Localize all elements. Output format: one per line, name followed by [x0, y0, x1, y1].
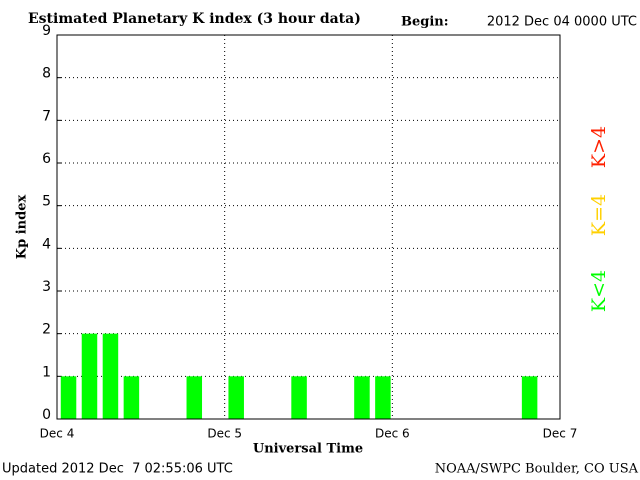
y-tick-label: 4: [42, 236, 51, 252]
x-tick-label: Dec 7: [543, 427, 578, 441]
bar: [354, 376, 370, 419]
x-tick-label: Dec 4: [40, 427, 75, 441]
y-axis-label: Kp index: [15, 195, 30, 260]
begin-label: Begin:: [401, 15, 449, 30]
source: NOAA/SWPC Boulder, CO USA: [435, 462, 639, 477]
begin-date: 2012 Dec 04 0000 UTC: [487, 15, 637, 30]
x-tick-label: Dec 5: [207, 427, 242, 441]
legend-entry: K<4: [588, 270, 610, 312]
updated: Updated 2012 Dec 7 02:55:06 UTC: [2, 462, 233, 477]
legend-entry: K>4: [588, 126, 610, 168]
bar: [521, 376, 538, 419]
bar: [375, 376, 391, 419]
x-tick-label: Dec 6: [375, 427, 410, 441]
y-tick-label: 0: [42, 407, 51, 423]
bar: [123, 376, 140, 419]
bar: [228, 376, 244, 419]
legend-entry: K=4: [588, 194, 610, 236]
bar: [291, 376, 307, 419]
y-tick-label: 7: [42, 108, 51, 124]
bar: [186, 376, 203, 419]
bar: [81, 333, 98, 419]
bar: [102, 333, 119, 419]
y-tick-label: 6: [42, 151, 51, 167]
chart-title: Estimated Planetary K index (3 hour data…: [28, 11, 361, 27]
y-tick-label: 5: [42, 194, 51, 210]
y-tick-label: 8: [42, 66, 51, 82]
y-tick-label: 1: [42, 364, 51, 380]
y-tick-label: 2: [42, 322, 51, 338]
y-tick-label: 9: [42, 23, 51, 39]
plot-frame: [56, 34, 561, 420]
y-tick-label: 3: [42, 279, 51, 295]
bar: [60, 376, 77, 419]
x-axis-label: Universal Time: [253, 442, 363, 457]
